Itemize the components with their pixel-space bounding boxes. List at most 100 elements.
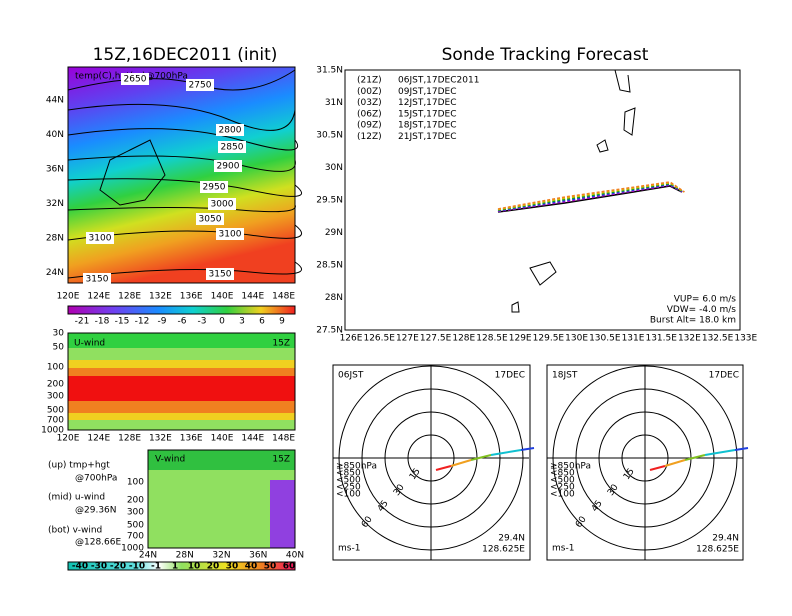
y-tick-label: 31.5N	[316, 66, 343, 76]
polar-lon: 128.625E	[696, 545, 739, 555]
x-tick-label: 124E	[87, 434, 110, 444]
panel-time: 15Z	[272, 339, 290, 349]
x-tick-label: 140E	[211, 292, 234, 302]
x-tick-label: 133E	[734, 334, 757, 344]
contour-label: 3150	[86, 275, 109, 285]
contour-label-bg	[186, 79, 214, 91]
y-tick-label: 29N	[325, 228, 343, 238]
y-tick-label: 30.5N	[316, 131, 343, 141]
y-tick-label: 28N	[325, 293, 343, 303]
colorbar-label: -9	[158, 317, 167, 327]
contour-label: 2850	[221, 143, 244, 153]
y-tick-label: 40N	[46, 130, 64, 140]
x-tick-label: 126E	[340, 334, 363, 344]
colorbar-label: -40	[72, 562, 88, 572]
x-tick-label: 120E	[57, 292, 80, 302]
track-frame	[344, 69, 741, 331]
x-tick-label: 132E	[149, 292, 172, 302]
hodograph	[435, 465, 452, 471]
legend-label: 09JST,17DEC	[398, 87, 457, 97]
panel-label: U-wind	[74, 339, 105, 349]
track-line	[497, 181, 685, 210]
x-tick-label: 128.5E	[476, 334, 508, 344]
colorbar-label: -30	[91, 562, 107, 572]
note: @29.36N	[75, 506, 117, 516]
colorbar-label: -15	[115, 317, 130, 327]
legend-code: (03Z)	[357, 98, 382, 108]
contour-label-bg	[216, 124, 244, 136]
y-tick-label: 300	[47, 392, 64, 402]
y-tick-label: 28N	[46, 234, 64, 244]
v-band	[270, 480, 295, 548]
y-tick-label: 27.5N	[316, 326, 343, 336]
hodograph	[450, 459, 472, 467]
x-tick-label: 124E	[87, 292, 110, 302]
y-tick-label: 24N	[46, 268, 64, 278]
contour-label: 3100	[89, 234, 112, 244]
colorbar-label: -20	[110, 562, 126, 572]
hodograph	[490, 449, 522, 456]
panel-time: 15Z	[272, 455, 290, 465]
hodograph	[520, 447, 535, 451]
contour-label-bg	[200, 181, 228, 193]
x-tick-label: 136E	[180, 434, 203, 444]
note: (bot) v-wind	[48, 526, 102, 536]
polar-lat: 29.4N	[498, 534, 525, 544]
colorbar-label: 3	[239, 317, 245, 327]
x-tick-label: 32N	[212, 551, 230, 561]
colorbar-label: -3	[198, 317, 207, 327]
x-tick-label: 144E	[241, 434, 264, 444]
legend-code: (00Z)	[357, 87, 382, 97]
y-tick-label: 1000	[121, 544, 144, 554]
x-tick-label: 129.5E	[533, 334, 565, 344]
v-frame	[147, 449, 296, 549]
x-tick-label: 127.5E	[420, 334, 452, 344]
colorbar-label: 60	[283, 562, 296, 572]
polar-legend: <100	[550, 490, 575, 500]
y-tick-label: 300	[127, 508, 144, 518]
contour-label: 2950	[203, 183, 226, 193]
polar-time: 18JST	[552, 371, 578, 381]
contour-label-bg	[218, 141, 246, 153]
x-tick-label: 128E	[118, 434, 141, 444]
polar-legend: <100	[336, 490, 361, 500]
note: (mid) u-wind	[48, 493, 105, 503]
contour-label: 2650	[124, 75, 147, 85]
colorbar-label: 6	[259, 317, 265, 327]
title: 15Z,16DEC2011 (init)	[93, 45, 278, 65]
legend-code: (21Z)	[357, 76, 382, 86]
y-tick-label: 200	[127, 496, 144, 506]
colorbar-label: -6	[178, 317, 187, 327]
colorbar-label: 40	[245, 562, 258, 572]
contour-label-bg	[121, 73, 149, 85]
x-tick-label: 28N	[176, 551, 194, 561]
colorbar-label: 9	[279, 317, 285, 327]
polar-legend: <850	[336, 469, 361, 479]
colorbar-label: -18	[95, 317, 110, 327]
polar-date: 17DEC	[495, 371, 525, 381]
colorbar	[67, 561, 296, 571]
contour-label-bg	[214, 160, 242, 172]
x-tick-label: 132E	[678, 334, 701, 344]
contour-label-bg	[83, 273, 111, 285]
contour-label: 3150	[209, 270, 232, 280]
contour-label: 3050	[199, 215, 222, 225]
x-tick-label: 126.5E	[363, 334, 395, 344]
polar-unit: ms-1	[338, 544, 360, 554]
y-tick-label: 50	[53, 343, 65, 353]
x-tick-label: 24N	[139, 551, 157, 561]
coastline	[99, 139, 166, 206]
polar-lon: 128.625E	[482, 545, 525, 555]
y-tick-label: 28.5N	[316, 261, 343, 271]
polar-legend: <850	[550, 469, 575, 479]
x-tick-label: 132.5E	[702, 334, 734, 344]
colorbar-label: -21	[75, 317, 90, 327]
x-tick-label: 128E	[452, 334, 475, 344]
x-tick-label: 130.5E	[589, 334, 621, 344]
legend-code: (09Z)	[357, 121, 382, 131]
colorbar-label: 1	[172, 562, 178, 572]
contour-label-bg	[196, 213, 224, 225]
islands	[511, 69, 636, 313]
legend-label: 12JST,17DEC	[398, 98, 457, 108]
x-tick-label: 131.5E	[645, 334, 677, 344]
